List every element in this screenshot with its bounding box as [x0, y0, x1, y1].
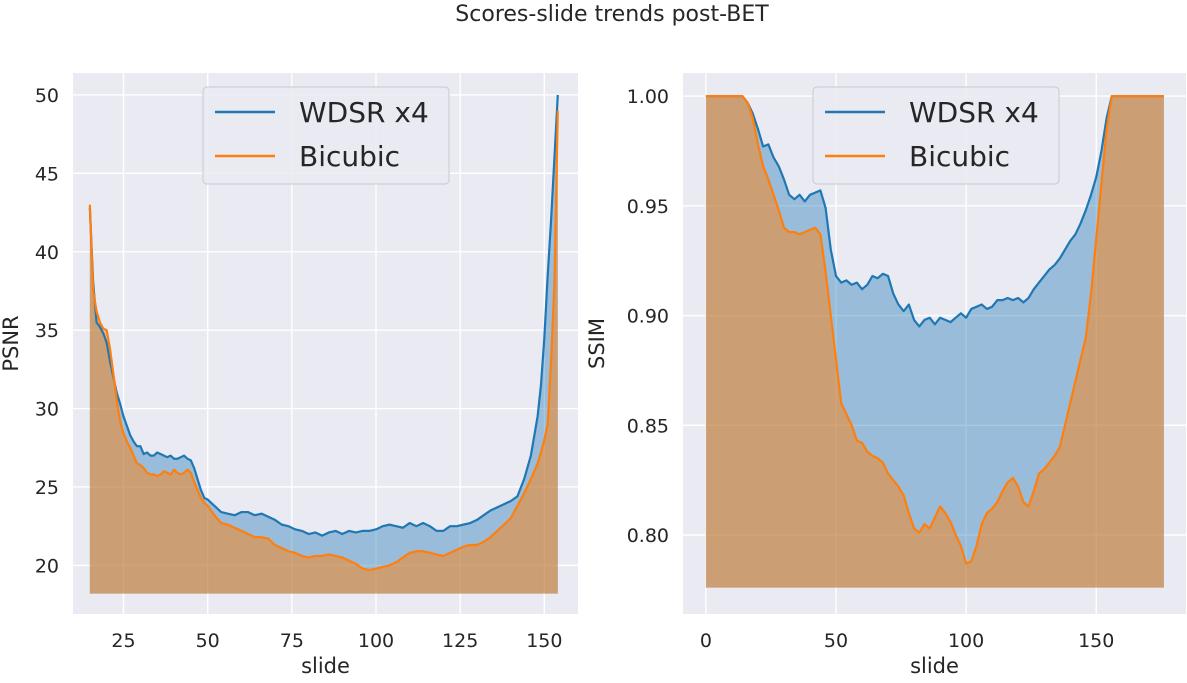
x-tick-label: 100: [948, 630, 984, 652]
x-tick-label: 50: [824, 630, 848, 652]
y-tick-label: 0.90: [627, 306, 669, 328]
psnr-chart: 25 50 75 100 125 150 20 25 30 35 40 45 50 slide PSNR WD…: [0, 73, 578, 678]
y-tick-label: 35: [35, 320, 59, 342]
legend: WDSR x4 Bicubic: [202, 86, 450, 185]
y-tick-label: 40: [35, 242, 59, 264]
bicubic-area: [89, 110, 558, 594]
x-tick-label: 100: [358, 630, 394, 652]
y-tick-label: 25: [35, 477, 59, 499]
bicubic-area: [705, 96, 1164, 588]
y-tick-label: 0.85: [627, 415, 669, 437]
x-tick-label: 0: [700, 630, 712, 652]
x-axis-label: slide: [910, 654, 959, 678]
bicubic-line: [88, 110, 559, 572]
wdsr-line: [705, 94, 1164, 328]
y-tick-label: 0.95: [627, 196, 669, 218]
wdsr-line: [88, 94, 559, 537]
y-axis-label: PSNR: [0, 315, 23, 371]
x-tick-label: 75: [280, 630, 304, 652]
figure-title: Scores-slide trends post-BET: [455, 2, 769, 27]
y-axis-label: SSIM: [585, 318, 609, 369]
y-tick-label: 20: [35, 555, 59, 577]
x-tick-label: 150: [1078, 630, 1114, 652]
x-tick-label: 150: [526, 630, 562, 652]
x-tick-label: 25: [111, 630, 135, 652]
legend-label-wdsr: WDSR x4: [909, 96, 1039, 129]
x-tick-label: 50: [196, 630, 220, 652]
legend: WDSR x4 Bicubic: [812, 86, 1060, 185]
x-tick-label: 125: [442, 630, 478, 652]
legend-label-bicubic: Bicubic: [299, 140, 400, 173]
y-tick-label: 45: [35, 163, 59, 185]
y-tick-label: 50: [35, 85, 59, 107]
x-axis-label: slide: [301, 654, 350, 678]
y-tick-label: 0.80: [627, 525, 669, 547]
bicubic-line: [705, 94, 1164, 565]
y-tick-label: 30: [35, 399, 59, 421]
ssim-chart: 0 50 100 150 0.80 0.85 0.90 0.95 1.00 slide SSIM WD…: [585, 73, 1186, 678]
legend-label-bicubic: Bicubic: [909, 140, 1010, 173]
legend-label-wdsr: WDSR x4: [299, 96, 429, 129]
y-tick-label: 1.00: [627, 86, 669, 108]
